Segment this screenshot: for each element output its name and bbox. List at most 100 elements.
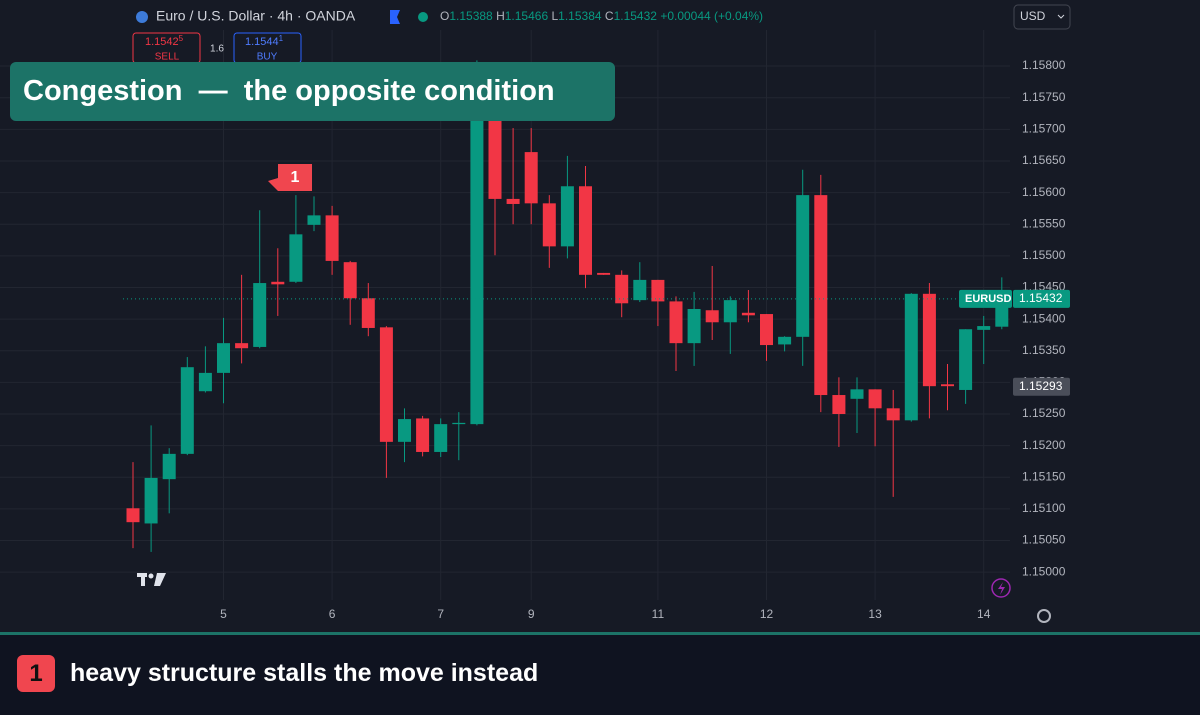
ohlc-value: 1.15388 <box>449 9 493 23</box>
x-tick-label: 7 <box>437 607 444 621</box>
candle-body <box>886 408 900 421</box>
candle-body <box>560 186 574 247</box>
y-tick-label: 1.15700 <box>1022 121 1066 135</box>
symbol-icon <box>136 11 148 23</box>
candle-body <box>470 119 484 425</box>
tv-logo <box>137 573 166 586</box>
sell-label: SELL <box>155 52 180 63</box>
caption-text: heavy structure stalls the move instead <box>70 659 539 687</box>
y-tick-label: 1.15650 <box>1022 153 1066 167</box>
candle-body <box>180 367 194 454</box>
currency-select[interactable] <box>1013 4 1071 30</box>
candle-body <box>488 119 502 199</box>
buy-price: 1.15441 <box>245 34 284 48</box>
candle-body <box>597 272 611 275</box>
candle-body <box>235 343 249 349</box>
candle-body <box>814 195 828 396</box>
y-tick-label: 1.15100 <box>1022 501 1066 515</box>
candle-body <box>325 215 339 261</box>
ohlc-header: O1.15388 H1.15466 L1.15384 C1.15432 +0.0… <box>440 9 763 23</box>
candle-body <box>506 198 520 204</box>
currency-label: USD <box>1020 9 1046 23</box>
sell-price-super: 5 <box>179 34 184 43</box>
last-price-name: EURUSD <box>965 293 1012 305</box>
x-tick-label: 14 <box>977 607 991 621</box>
y-tick-label: 1.15150 <box>1022 469 1066 483</box>
flag-icon <box>390 10 400 24</box>
y-tick-label: 1.15200 <box>1022 438 1066 452</box>
candle-body <box>633 279 647 301</box>
candle-body <box>959 329 973 390</box>
ohlc-value: 1.15384 <box>558 9 602 23</box>
candle-body <box>941 384 954 387</box>
candle-body <box>687 308 701 344</box>
sell-price: 1.15425 <box>145 34 184 48</box>
candle-body <box>144 477 158 524</box>
x-tick-label: 5 <box>220 607 227 621</box>
banner: Congestion — the opposite condition <box>10 62 615 121</box>
ohlc-label: L <box>551 9 558 23</box>
candle-body <box>832 395 846 415</box>
buy-price-super: 1 <box>279 34 284 43</box>
settings-button[interactable] <box>1037 609 1051 623</box>
ohlc-value: 1.15466 <box>505 9 549 23</box>
candle-body <box>669 301 683 344</box>
lightning-button[interactable] <box>991 578 1011 598</box>
y-tick-label: 1.15600 <box>1022 185 1066 199</box>
annotation-label: 1 <box>291 169 300 186</box>
last-price-value: 1.15432 <box>1019 291 1063 305</box>
candle-body <box>651 279 665 302</box>
ohlc-change: +0.00044 (+0.04%) <box>660 9 763 23</box>
candle-body <box>416 418 430 452</box>
candle-body <box>379 327 393 442</box>
ohlc-label: C <box>605 9 614 23</box>
y-tick-label: 1.15800 <box>1022 58 1066 72</box>
y-tick-label: 1.15750 <box>1022 90 1066 104</box>
sell-price-main: 1.1542 <box>145 36 179 48</box>
candle-body <box>741 312 755 316</box>
price-marker-box <box>1013 377 1070 396</box>
candle-body <box>524 152 538 204</box>
x-tick-label: 9 <box>528 607 535 621</box>
y-tick-label: 1.15000 <box>1022 564 1066 578</box>
spread: 1.6 <box>210 44 224 55</box>
candle-body <box>760 314 773 346</box>
candle-body <box>868 389 882 409</box>
y-tick-label: 1.15050 <box>1022 533 1066 547</box>
ohlc-label: H <box>496 9 505 23</box>
dropdown-arrow <box>1057 14 1065 19</box>
x-tick-label: 12 <box>760 607 774 621</box>
buy-label: BUY <box>257 52 278 63</box>
caption-bar: 1 heavy structure stalls the move instea… <box>0 632 1200 715</box>
candle-body <box>198 372 212 392</box>
caption-badge: 1 <box>17 655 55 692</box>
plot: 1.15000 1.15050 1.15100 1.15150 1.15200 1.152… <box>0 30 1070 621</box>
candle-body <box>361 298 375 328</box>
ohlc-label: O <box>440 9 449 23</box>
candle-body <box>271 281 285 285</box>
buy-price-main: 1.1544 <box>245 36 279 48</box>
x-tick-label: 13 <box>868 607 882 621</box>
candle-body <box>289 234 303 282</box>
candle-body <box>434 424 448 452</box>
candle-body <box>904 293 918 421</box>
lightning-icon <box>998 582 1005 595</box>
x-tick-label: 11 <box>652 607 665 621</box>
candle-body <box>796 195 810 337</box>
candle-body <box>452 422 466 425</box>
candle-body <box>850 389 864 399</box>
y-tick-label: 1.15350 <box>1022 343 1066 357</box>
candle-body <box>922 293 936 387</box>
candle-body <box>977 326 991 330</box>
candle-body <box>705 310 719 323</box>
candle-body <box>162 453 176 480</box>
last-price-tag <box>959 289 1012 308</box>
candle-body <box>217 343 230 373</box>
x-tick-label: 6 <box>329 607 336 621</box>
candle-body <box>778 336 792 345</box>
candle-body <box>615 274 629 304</box>
last-price-box <box>1013 289 1070 308</box>
y-tick-label: 1.15400 <box>1022 311 1066 325</box>
y-tick-label: 1.15250 <box>1022 406 1066 420</box>
